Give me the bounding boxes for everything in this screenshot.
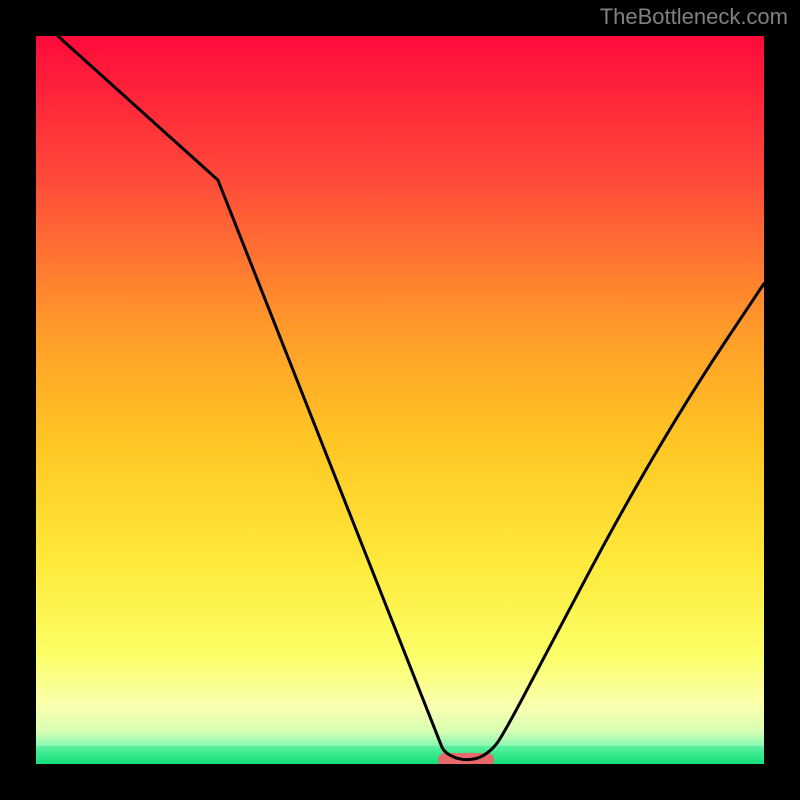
bottleneck-curve [58,36,764,760]
watermark-text: TheBottleneck.com [600,4,788,30]
chart-frame: TheBottleneck.com [0,0,800,800]
plot-area [36,36,764,764]
curve-layer [36,36,764,764]
